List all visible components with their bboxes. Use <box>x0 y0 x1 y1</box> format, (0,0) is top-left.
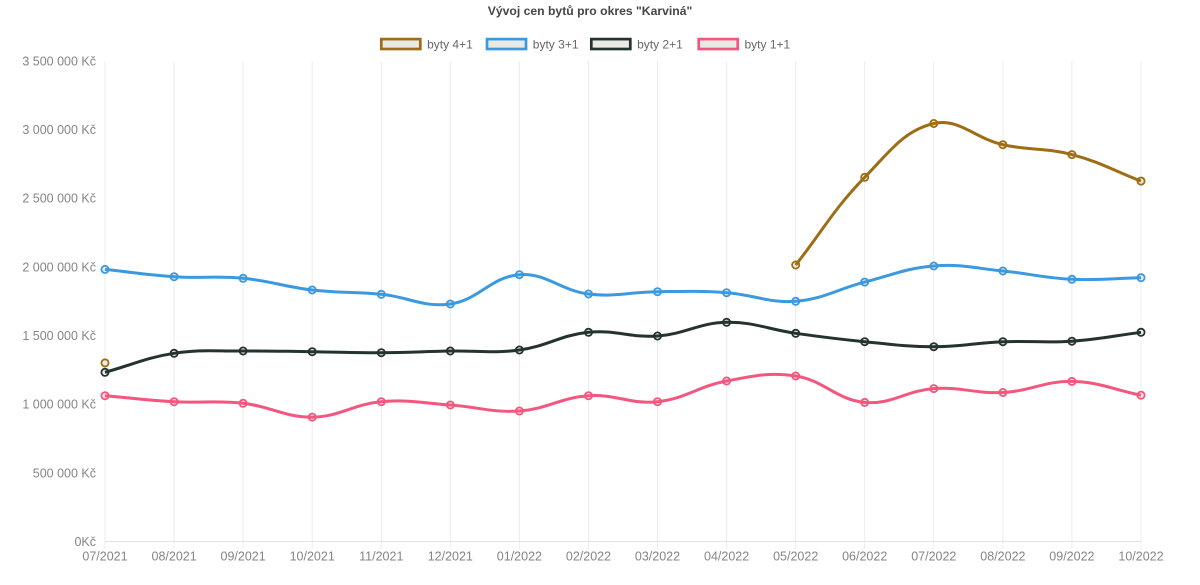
svg-text:06/2022: 06/2022 <box>842 550 887 564</box>
svg-text:04/2022: 04/2022 <box>704 550 749 564</box>
svg-text:1 500 000 Kč: 1 500 000 Kč <box>22 329 96 343</box>
svg-text:10/2022: 10/2022 <box>1118 550 1163 564</box>
svg-text:09/2021: 09/2021 <box>221 550 266 564</box>
svg-text:3 500 000 Kč: 3 500 000 Kč <box>22 54 96 68</box>
svg-text:11/2021: 11/2021 <box>359 550 403 564</box>
svg-text:07/2021: 07/2021 <box>82 550 127 564</box>
svg-text:08/2021: 08/2021 <box>152 550 197 564</box>
svg-text:02/2022: 02/2022 <box>566 550 611 564</box>
svg-text:1 000 000 Kč: 1 000 000 Kč <box>22 398 96 412</box>
svg-text:03/2022: 03/2022 <box>635 550 680 564</box>
svg-text:byty 4+1: byty 4+1 <box>427 38 473 52</box>
svg-text:12/2021: 12/2021 <box>428 550 473 564</box>
svg-text:0Kč: 0Kč <box>74 535 96 549</box>
svg-text:2 500 000 Kč: 2 500 000 Kč <box>22 192 96 206</box>
svg-text:byty 3+1: byty 3+1 <box>533 38 579 52</box>
svg-text:08/2022: 08/2022 <box>980 550 1025 564</box>
svg-text:10/2021: 10/2021 <box>290 550 335 564</box>
svg-text:2 000 000 Kč: 2 000 000 Kč <box>22 260 96 274</box>
svg-text:byty 1+1: byty 1+1 <box>745 38 791 52</box>
svg-text:500 000 Kč: 500 000 Kč <box>33 466 96 480</box>
svg-text:05/2022: 05/2022 <box>773 550 818 564</box>
svg-text:07/2022: 07/2022 <box>911 550 956 564</box>
svg-text:01/2022: 01/2022 <box>497 550 542 564</box>
svg-text:3 000 000 Kč: 3 000 000 Kč <box>22 123 96 137</box>
svg-text:byty 2+1: byty 2+1 <box>637 38 683 52</box>
svg-text:09/2022: 09/2022 <box>1049 550 1094 564</box>
svg-text:Vývoj cen bytů pro okres "Karv: Vývoj cen bytů pro okres "Karviná" <box>488 4 693 18</box>
